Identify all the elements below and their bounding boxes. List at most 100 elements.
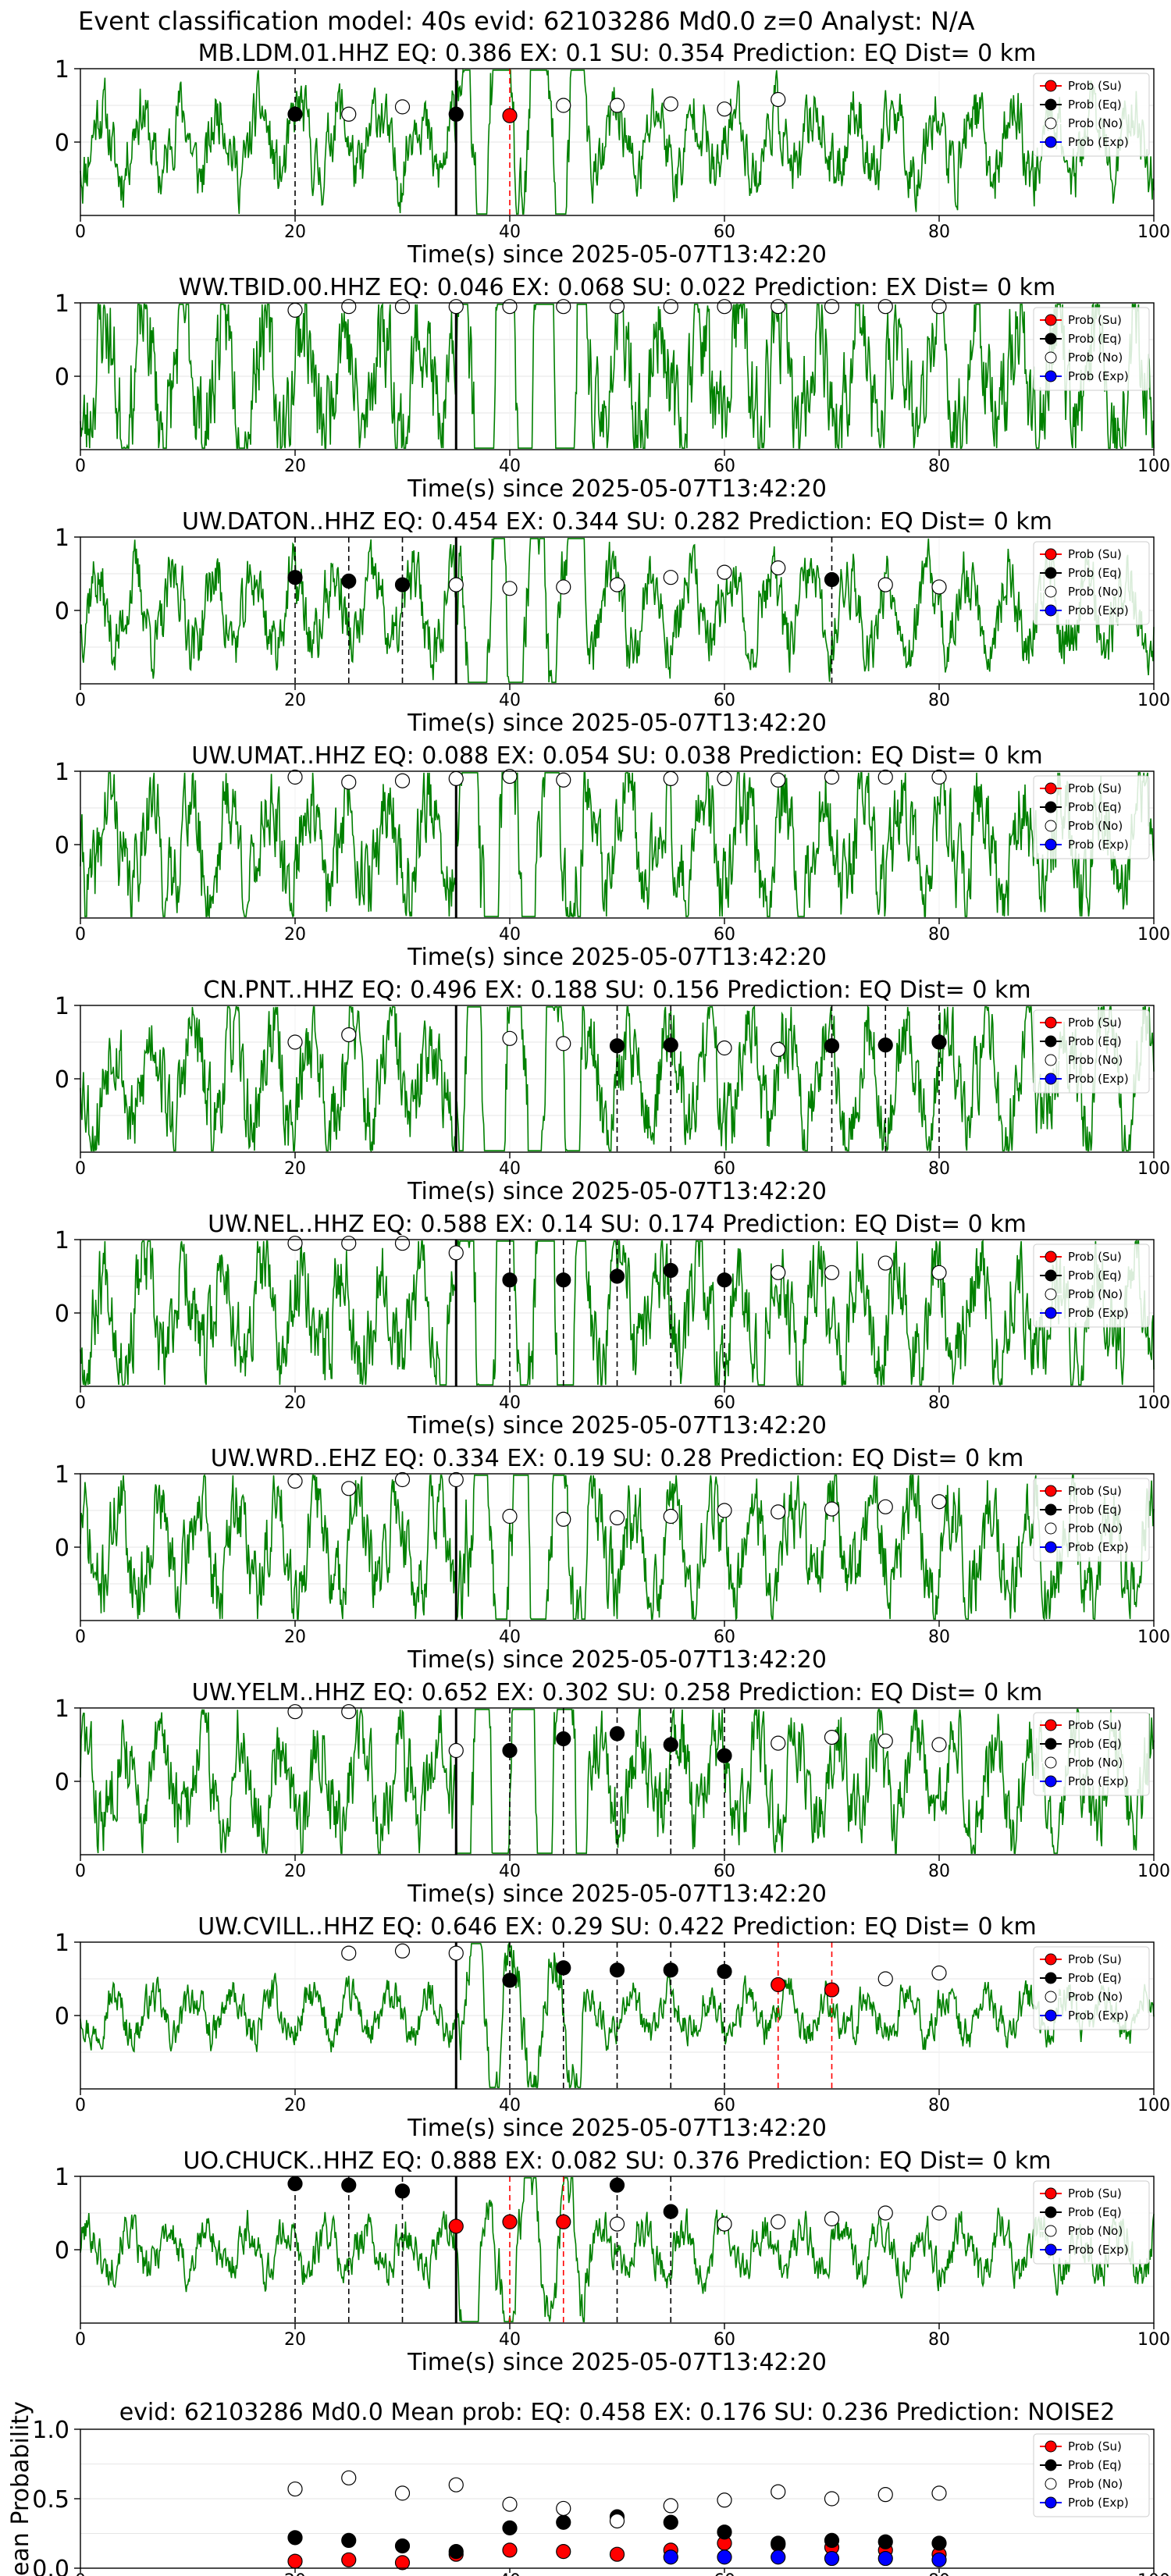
- legend-label-exp: Prob (Exp): [1068, 1774, 1129, 1788]
- mean-prob-marker-no: [771, 2484, 786, 2500]
- legend-marker-no: [1045, 1522, 1057, 1535]
- prob-marker-no: [502, 768, 518, 785]
- x-tick-label: 100: [1137, 2571, 1170, 2576]
- mean-prob-marker-exp: [877, 2550, 893, 2567]
- legend-label-no: Prob (No): [1068, 819, 1123, 833]
- mean-prob-marker-eq: [931, 2535, 947, 2551]
- legend-label-no: Prob (No): [1068, 1287, 1123, 1301]
- legend-marker-exp: [1045, 2009, 1057, 2022]
- x-tick-label: 40: [499, 1628, 521, 1647]
- x-tick-label: 40: [499, 222, 521, 242]
- x-tick-label: 0: [75, 2096, 86, 2115]
- mean-prob-marker-no: [341, 2470, 357, 2485]
- prob-marker-no: [502, 1030, 518, 1046]
- prob-marker-no: [931, 1494, 947, 1510]
- y-tick-label: 0: [55, 1535, 69, 1562]
- x-tick-label: 20: [284, 2571, 306, 2576]
- y-tick-label: 1: [55, 1227, 69, 1254]
- legend-marker-eq: [1045, 567, 1057, 579]
- legend-marker-su: [1045, 1719, 1057, 1731]
- x-axis-label: Time(s) since 2025-05-07T13:42:20: [407, 2115, 827, 2142]
- prob-marker-eq: [448, 106, 464, 122]
- prob-marker-eq: [877, 1037, 893, 1053]
- prob-marker-no: [448, 1471, 464, 1488]
- x-tick-label: 80: [928, 222, 950, 242]
- waveform-panel-1: MB.LDM.01.HHZ EQ: 0.386 EX: 0.1 SU: 0.35…: [55, 40, 1170, 269]
- prob-marker-no: [771, 91, 786, 108]
- y-tick-label: 0.5: [32, 2486, 69, 2514]
- prob-marker-su: [771, 1976, 786, 1993]
- prob-marker-eq: [502, 1272, 518, 1288]
- legend-marker-no: [1045, 2478, 1057, 2490]
- x-tick-label: 0: [75, 222, 86, 242]
- legend-box: [1033, 775, 1150, 859]
- prob-marker-eq: [609, 2177, 625, 2193]
- prob-marker-no: [717, 299, 732, 315]
- legend-marker-no: [1045, 820, 1057, 832]
- legend-label-eq: Prob (Eq): [1068, 2205, 1122, 2219]
- legend-label-exp: Prob (Exp): [1068, 1072, 1129, 1086]
- waveform-panel-8: UW.YELM..HHZ EQ: 0.652 EX: 0.302 SU: 0.2…: [55, 1679, 1170, 1908]
- prob-marker-no: [502, 581, 518, 596]
- legend-label-su: Prob (Su): [1068, 1250, 1122, 1264]
- x-tick-label: 20: [284, 925, 306, 945]
- mean-prob-marker-no: [663, 2498, 678, 2514]
- prob-marker-eq: [609, 1268, 625, 1284]
- prob-marker-no: [877, 1971, 893, 1987]
- x-tick-label: 60: [714, 925, 735, 945]
- y-tick-label: 0: [55, 2003, 69, 2030]
- y-tick-label: 1: [55, 2164, 69, 2191]
- prob-marker-no: [556, 579, 571, 595]
- x-tick-label: 40: [499, 925, 521, 945]
- x-tick-label: 0: [75, 2330, 86, 2350]
- panel-title: UW.WRD..EHZ EQ: 0.334 EX: 0.19 SU: 0.28 …: [211, 1445, 1024, 1472]
- x-tick-label: 100: [1137, 691, 1170, 710]
- prob-marker-no: [717, 101, 732, 117]
- prob-marker-eq: [502, 1742, 518, 1759]
- prob-marker-no: [287, 1704, 303, 1720]
- prob-marker-no: [824, 1730, 840, 1745]
- legend-label-no: Prob (No): [1068, 2224, 1123, 2238]
- prob-marker-no: [717, 564, 732, 580]
- x-tick-label: 80: [928, 1862, 950, 1881]
- prob-marker-no: [448, 1742, 464, 1759]
- prob-marker-no: [556, 1511, 571, 1527]
- legend-marker-su: [1045, 1251, 1057, 1263]
- y-tick-label: 1: [55, 1695, 69, 1723]
- prob-marker-no: [448, 299, 464, 315]
- prob-marker-eq: [341, 2177, 357, 2193]
- prob-marker-no: [771, 1735, 786, 1751]
- y-tick-label: 1: [55, 290, 69, 318]
- waveform-trace: [80, 772, 1155, 919]
- x-tick-label: 60: [714, 2330, 735, 2350]
- mean-prob-marker-eq: [341, 2532, 357, 2548]
- waveform-trace: [80, 1473, 1155, 1622]
- mean-probability-panel: evid: 62103286 Md0.0 Mean prob: EQ: 0.45…: [7, 2399, 1170, 2576]
- legend-label-su: Prob (Su): [1068, 547, 1122, 561]
- x-tick-label: 0: [75, 1862, 86, 1881]
- x-tick-label: 20: [284, 457, 306, 476]
- legend-marker-eq: [1045, 2206, 1057, 2218]
- legend-label-eq: Prob (Eq): [1068, 332, 1122, 346]
- waveform-trace: [80, 302, 1155, 450]
- legend-marker-su: [1045, 314, 1057, 326]
- legend-marker-exp: [1045, 370, 1057, 382]
- prob-marker-no: [448, 1945, 464, 1961]
- x-axis-label: Time(s) since 2025-05-07T13:42:20: [407, 1178, 827, 1205]
- legend-marker-exp: [1045, 1541, 1057, 1553]
- prob-marker-eq: [556, 1272, 571, 1288]
- x-tick-label: 100: [1137, 1862, 1170, 1881]
- prob-marker-no: [771, 299, 786, 315]
- prob-marker-no: [394, 773, 411, 788]
- legend-label-su: Prob (Su): [1068, 1016, 1122, 1030]
- legend-label-exp: Prob (Exp): [1068, 2008, 1129, 2023]
- prob-marker-no: [877, 1255, 893, 1271]
- legend-label-eq: Prob (Eq): [1068, 1268, 1122, 1283]
- prob-marker-eq: [394, 2183, 411, 2199]
- x-tick-label: 0: [75, 1628, 86, 1647]
- legend-label-eq: Prob (Eq): [1068, 2458, 1122, 2472]
- y-tick-label: 0: [55, 364, 69, 391]
- mean-prob-marker-eq: [663, 2514, 678, 2530]
- legend-label-exp: Prob (Exp): [1068, 2496, 1129, 2510]
- legend-marker-eq: [1045, 1503, 1057, 1516]
